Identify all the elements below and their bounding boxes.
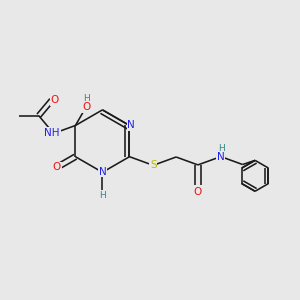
Text: O: O [51,95,59,105]
Text: O: O [194,187,202,197]
Text: H: H [99,191,106,200]
Text: H: H [218,144,225,153]
Text: N: N [217,152,225,162]
Text: O: O [53,162,61,172]
Text: N: N [128,121,135,130]
Text: S: S [150,160,157,170]
Text: N: N [99,167,106,177]
Text: NH: NH [44,128,60,138]
Text: O: O [82,102,90,112]
Text: H: H [83,94,90,103]
